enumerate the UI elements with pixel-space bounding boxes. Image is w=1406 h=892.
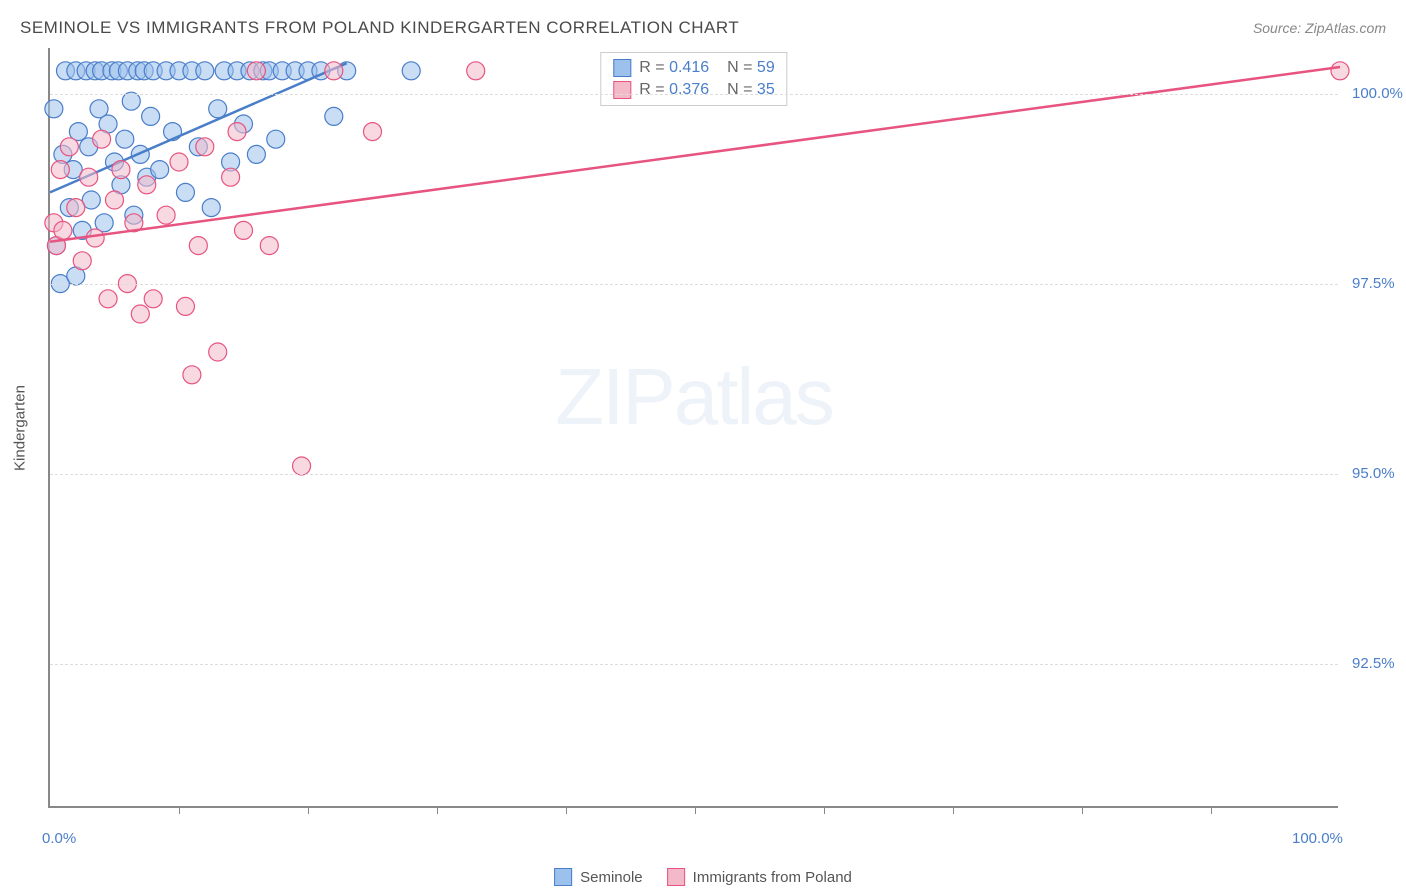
data-point [112, 161, 130, 179]
legend-series: Seminole Immigrants from Poland [554, 868, 852, 886]
data-point [170, 153, 188, 171]
legend-correlation: R = 0.416 N = 59 R = 0.376 N = 35 [600, 52, 787, 106]
data-point [402, 62, 420, 80]
data-point [142, 107, 160, 125]
data-point [99, 290, 117, 308]
x-tick-label: 0.0% [42, 830, 76, 847]
legend-swatch [613, 59, 631, 77]
legend-label: Seminole [580, 869, 643, 886]
legend-swatch [667, 868, 685, 886]
data-point [106, 191, 124, 209]
x-tick-label: 100.0% [1292, 830, 1343, 847]
data-point [247, 145, 265, 163]
y-axis-label: Kindergarten [12, 385, 29, 471]
data-point [325, 62, 343, 80]
data-point [51, 161, 69, 179]
data-point [202, 199, 220, 217]
gridline-h [50, 284, 1338, 285]
legend-n-label: N = 59 [727, 59, 775, 77]
y-tick-label: 92.5% [1352, 655, 1395, 672]
x-tick [437, 806, 438, 814]
data-point [144, 290, 162, 308]
header: SEMINOLE VS IMMIGRANTS FROM POLAND KINDE… [20, 18, 1386, 38]
data-point [260, 237, 278, 255]
gridline-h [50, 94, 1338, 95]
legend-n-label: N = 35 [727, 81, 775, 99]
data-point [45, 100, 63, 118]
legend-swatch [554, 868, 572, 886]
data-point [467, 62, 485, 80]
data-point [209, 100, 227, 118]
legend-r-label: R = 0.416 [639, 59, 709, 77]
data-point [228, 123, 246, 141]
data-point [364, 123, 382, 141]
data-point [325, 107, 343, 125]
chart-container: Kindergarten ZIPatlas R = 0.416N = 59R =… [48, 48, 1338, 808]
x-tick [824, 806, 825, 814]
data-point [209, 343, 227, 361]
data-point [157, 206, 175, 224]
chart-svg [50, 48, 1340, 808]
data-point [67, 199, 85, 217]
legend-row: R = 0.416 N = 59 [613, 57, 774, 79]
data-point [247, 62, 265, 80]
legend-item: Seminole [554, 868, 643, 886]
legend-row: R = 0.376 N = 35 [613, 79, 774, 101]
data-point [80, 168, 98, 186]
legend-item: Immigrants from Poland [667, 868, 852, 886]
data-point [196, 138, 214, 156]
data-point [176, 297, 194, 315]
legend-swatch [613, 81, 631, 99]
y-tick-label: 95.0% [1352, 465, 1395, 482]
data-point [267, 130, 285, 148]
x-tick [695, 806, 696, 814]
x-tick [308, 806, 309, 814]
data-point [176, 183, 194, 201]
y-tick-label: 97.5% [1352, 275, 1395, 292]
data-point [60, 138, 78, 156]
x-tick [1211, 806, 1212, 814]
data-point [293, 457, 311, 475]
data-point [138, 176, 156, 194]
plot-area: ZIPatlas R = 0.416N = 59R = 0.376N = 35 … [48, 48, 1338, 808]
legend-label: Immigrants from Poland [693, 869, 852, 886]
data-point [222, 168, 240, 186]
data-point [54, 221, 72, 239]
x-tick [566, 806, 567, 814]
gridline-h [50, 664, 1338, 665]
data-point [116, 130, 134, 148]
chart-title: SEMINOLE VS IMMIGRANTS FROM POLAND KINDE… [20, 18, 739, 38]
data-point [196, 62, 214, 80]
data-point [235, 221, 253, 239]
x-tick [953, 806, 954, 814]
source-attribution: Source: ZipAtlas.com [1253, 20, 1386, 36]
data-point [151, 161, 169, 179]
y-tick-label: 100.0% [1352, 85, 1403, 102]
data-point [122, 92, 140, 110]
legend-r-label: R = 0.376 [639, 81, 709, 99]
data-point [93, 130, 111, 148]
data-point [73, 252, 91, 270]
data-point [86, 229, 104, 247]
data-point [1331, 62, 1349, 80]
x-tick [179, 806, 180, 814]
data-point [183, 366, 201, 384]
x-tick [1082, 806, 1083, 814]
gridline-h [50, 474, 1338, 475]
data-point [189, 237, 207, 255]
data-point [131, 305, 149, 323]
